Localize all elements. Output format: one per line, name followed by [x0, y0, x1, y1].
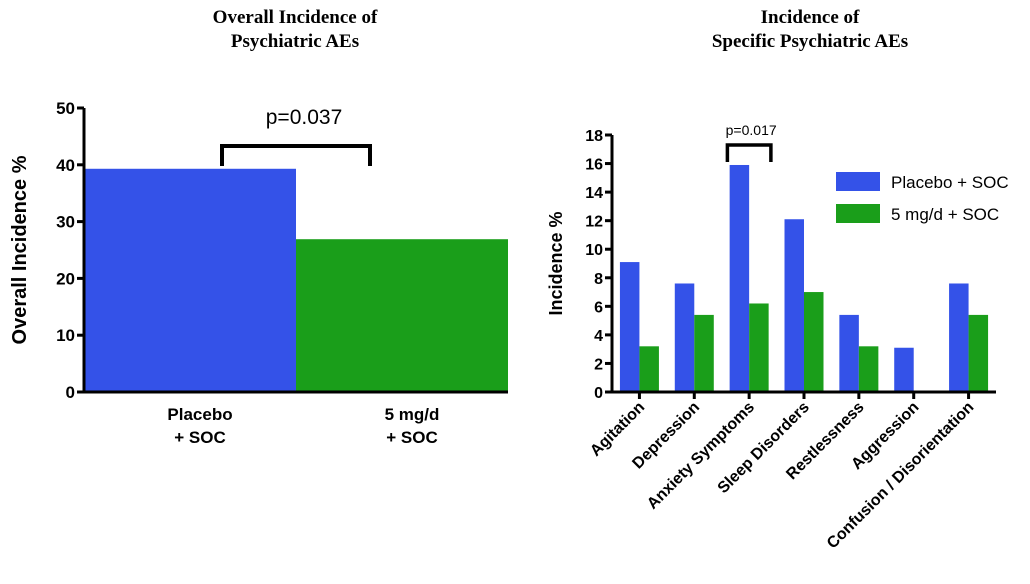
y-tick-label: 6 — [594, 299, 603, 316]
right-chart-title-line2: Specific Psychiatric AEs — [711, 31, 909, 52]
p-value-label: p=0.037 — [266, 106, 343, 129]
y-tick-label: 20 — [56, 269, 75, 288]
overall-bar — [84, 168, 296, 392]
incidence-bar — [968, 314, 989, 392]
y-tick-label: 10 — [585, 242, 603, 259]
y-tick-label: 40 — [56, 156, 75, 175]
incidence-bar — [674, 283, 695, 392]
legend-swatch — [836, 172, 880, 191]
incidence-bar — [858, 346, 879, 392]
y-tick-label: 0 — [66, 383, 75, 402]
y-tick-label: 14 — [585, 185, 603, 202]
y-tick-label: 0 — [594, 385, 603, 402]
x-tick-label: Sleep Disorders — [715, 399, 813, 497]
y-tick-label: 8 — [594, 271, 603, 288]
y-tick-label: 4 — [594, 328, 603, 345]
x-tick-label: 5 mg/d — [385, 405, 440, 424]
left-chart-title: Overall Incidence of Psychiatric AEs — [150, 6, 440, 54]
incidence-bar — [894, 347, 914, 392]
p-value-label: p=0.017 — [726, 122, 777, 138]
x-tick-label: + SOC — [386, 428, 438, 447]
incidence-bar — [839, 314, 859, 392]
legend-label: Placebo + SOC — [891, 173, 1009, 192]
incidence-bar — [784, 219, 804, 392]
y-tick-label: 10 — [56, 326, 75, 345]
x-tick-label: + SOC — [174, 428, 226, 447]
legend-swatch — [836, 204, 880, 223]
incidence-bar — [804, 292, 824, 392]
incidence-bar — [639, 346, 659, 392]
y-tick-label: 16 — [585, 157, 603, 174]
right-chart-title: Incidence of Specific Psychiatric AEs — [660, 6, 960, 54]
left-chart-title-line1: Overall Incidence of — [212, 7, 378, 28]
left-chart-title-line2: Psychiatric AEs — [230, 31, 360, 52]
y-axis-label: Overall Incidence % — [9, 155, 31, 344]
right-chart-title-line1: Incidence of — [760, 7, 860, 28]
x-tick-label: Placebo — [167, 405, 232, 424]
y-axis-label: Incidence % — [546, 211, 566, 315]
incidence-bar — [694, 314, 714, 392]
significance-bracket — [220, 144, 372, 166]
incidence-bar — [729, 164, 750, 392]
y-tick-label: 50 — [56, 99, 75, 118]
incidence-bar — [619, 262, 640, 392]
legend-label: 5 mg/d + SOC — [891, 205, 999, 224]
x-tick-label: Anxiety Symptoms — [644, 399, 758, 513]
overall-bar — [296, 239, 508, 392]
y-tick-label: 12 — [585, 214, 603, 231]
incidence-bar — [749, 303, 769, 392]
y-tick-label: 18 — [585, 128, 603, 145]
y-tick-label: 30 — [56, 213, 75, 232]
y-tick-label: 2 — [594, 356, 603, 373]
incidence-bar — [949, 283, 969, 392]
significance-bracket — [725, 143, 773, 162]
